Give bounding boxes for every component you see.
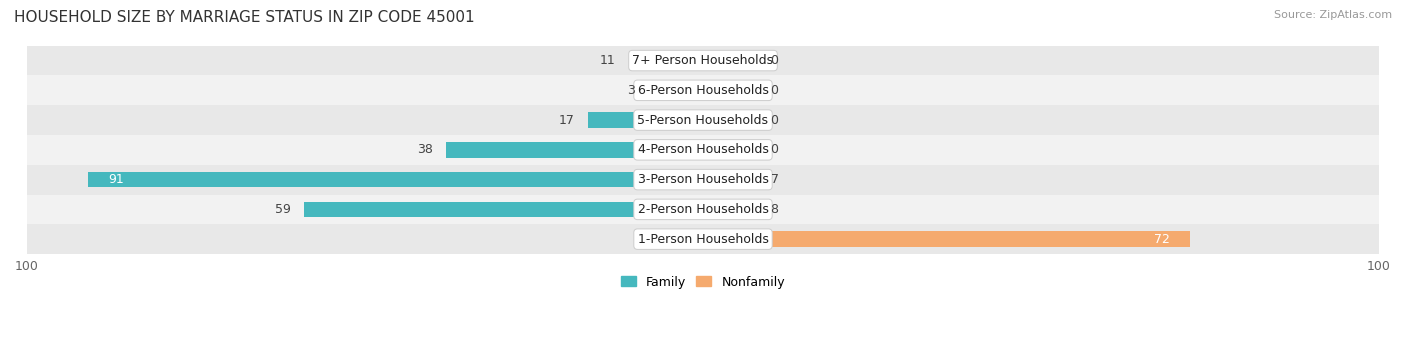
Text: 0: 0 — [770, 143, 779, 157]
Text: 0: 0 — [770, 84, 779, 97]
Bar — [27, 105, 1379, 135]
Bar — [27, 75, 1379, 105]
Text: 3-Person Households: 3-Person Households — [637, 173, 769, 186]
Bar — [304, 202, 703, 217]
Text: 0: 0 — [770, 114, 779, 127]
Text: 2-Person Households: 2-Person Households — [637, 203, 769, 216]
Bar — [87, 172, 703, 187]
Text: 0: 0 — [770, 54, 779, 67]
Bar — [650, 83, 703, 98]
Text: 3: 3 — [627, 84, 636, 97]
Bar — [27, 224, 1379, 254]
Text: 4-Person Households: 4-Person Households — [637, 143, 769, 157]
Text: 38: 38 — [416, 143, 433, 157]
Bar — [27, 46, 1379, 75]
Bar — [703, 53, 756, 68]
Text: 91: 91 — [108, 173, 124, 186]
Bar — [703, 232, 1189, 247]
Bar — [628, 53, 703, 68]
Bar — [703, 172, 756, 187]
Bar — [588, 112, 703, 128]
Bar — [650, 232, 703, 247]
Bar — [703, 112, 756, 128]
Text: 1-Person Households: 1-Person Households — [637, 233, 769, 246]
Text: 5-Person Households: 5-Person Households — [637, 114, 769, 127]
Legend: Family, Nonfamily: Family, Nonfamily — [616, 271, 790, 294]
Text: HOUSEHOLD SIZE BY MARRIAGE STATUS IN ZIP CODE 45001: HOUSEHOLD SIZE BY MARRIAGE STATUS IN ZIP… — [14, 10, 475, 25]
Bar — [27, 165, 1379, 194]
Text: 72: 72 — [1153, 233, 1170, 246]
Bar — [446, 142, 703, 158]
Text: 17: 17 — [558, 114, 575, 127]
Bar — [27, 135, 1379, 165]
Text: 7+ Person Households: 7+ Person Households — [633, 54, 773, 67]
Text: Source: ZipAtlas.com: Source: ZipAtlas.com — [1274, 10, 1392, 20]
Text: 8: 8 — [770, 203, 779, 216]
Text: 59: 59 — [274, 203, 291, 216]
Bar — [703, 142, 756, 158]
Text: 6-Person Households: 6-Person Households — [637, 84, 769, 97]
Text: 7: 7 — [770, 173, 779, 186]
Bar — [703, 202, 756, 217]
Bar — [27, 194, 1379, 224]
Text: 11: 11 — [599, 54, 614, 67]
Bar — [703, 83, 756, 98]
